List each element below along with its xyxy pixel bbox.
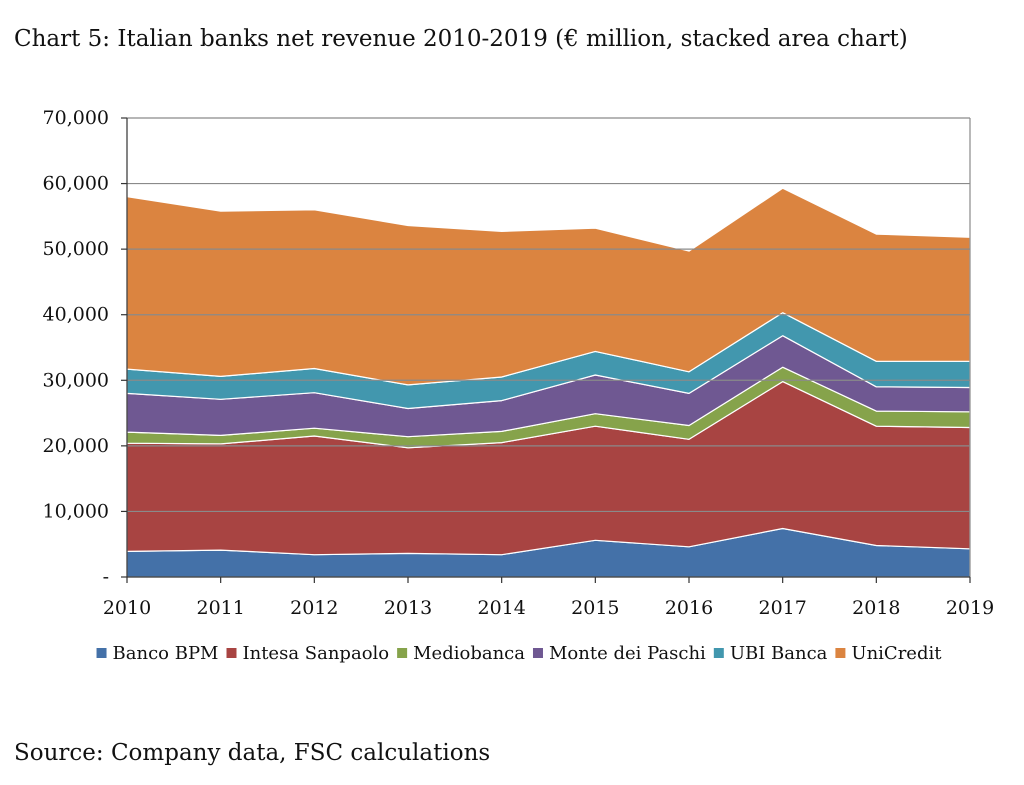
y-tick-label: 40,000 <box>43 304 109 326</box>
legend-swatch <box>532 648 543 658</box>
legend: Banco BPM Intesa Sanpaolo Mediobanca Monte … <box>96 643 942 664</box>
legend-label: Mediobanca <box>413 643 525 664</box>
legend-swatch <box>835 648 846 658</box>
x-tick-label: 2012 <box>290 597 338 619</box>
y-tick-label: 10,000 <box>43 500 109 522</box>
source-note: Source: Company data, FSC calculations <box>14 740 491 766</box>
legend-swatch <box>96 648 107 658</box>
legend-swatch <box>397 648 408 658</box>
tick-labels: - 10,000 20,000 30,000 40,000 50,000 60,000 70,… <box>43 107 995 619</box>
legend-label: Intesa Sanpaolo <box>243 643 390 664</box>
x-tick-label: 2015 <box>571 597 619 619</box>
y-tick-label: 70,000 <box>43 107 109 129</box>
y-tick-label: 50,000 <box>43 238 109 260</box>
gridlines <box>127 117 970 513</box>
x-tick-label: 2017 <box>758 597 806 619</box>
x-tick-label: 2013 <box>384 597 432 619</box>
areas-layer <box>126 187 971 578</box>
legend-label: Banco BPM <box>113 643 219 664</box>
y-tick-label: 30,000 <box>43 369 109 391</box>
y-tick-label: 20,000 <box>43 435 109 457</box>
x-tick-label: 2016 <box>665 597 713 619</box>
x-tick-label: 2014 <box>477 597 525 619</box>
y-tick-label: - <box>103 566 109 588</box>
legend-item-ubi-banca: UBI Banca <box>713 643 828 664</box>
legend-item-unicredit: UniCredit <box>835 643 942 664</box>
legend-swatch <box>226 648 237 658</box>
legend-item-monte-dei-paschi: Monte dei Paschi <box>532 643 706 664</box>
chart-title: Chart 5: Italian banks net revenue 2010-… <box>14 26 908 52</box>
x-tick-label: 2011 <box>196 597 244 619</box>
legend-item-banco-bpm: Banco BPM <box>96 643 219 664</box>
legend-swatch <box>713 648 724 658</box>
legend-label: Monte dei Paschi <box>549 643 706 664</box>
y-tick-label: 60,000 <box>43 173 109 195</box>
axes <box>121 117 971 583</box>
legend-label: UniCredit <box>851 643 942 664</box>
legend-label: UBI Banca <box>730 643 828 664</box>
x-tick-label: 2018 <box>852 597 900 619</box>
x-tick-label: 2010 <box>103 597 151 619</box>
legend-item-intesa-sanpaolo: Intesa Sanpaolo <box>226 643 390 664</box>
x-tick-label: 2019 <box>946 597 994 619</box>
legend-item-mediobanca: Mediobanca <box>397 643 525 664</box>
